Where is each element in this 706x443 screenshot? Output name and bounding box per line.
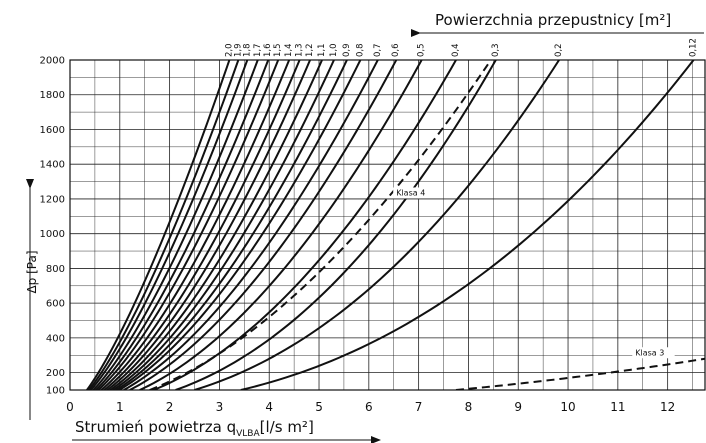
y-tick-label: 1000	[40, 229, 65, 240]
x-tick-label: 4	[265, 400, 273, 414]
x-tick-label: 6	[365, 400, 373, 414]
x-tick-label: 0	[66, 400, 74, 414]
x-tick-label: 3	[216, 400, 224, 414]
series-line	[100, 60, 291, 390]
series-line	[240, 60, 695, 390]
plot-frame	[69, 59, 706, 391]
x-tick-label: 12	[660, 400, 675, 414]
x-tick-label: 1	[116, 400, 124, 414]
series-line	[109, 60, 323, 390]
class-labels: Klasa 4 Klasa 3	[393, 187, 675, 359]
x-axis-title-main: Strumień powietrza q	[75, 418, 236, 436]
class-label: Klasa 4	[396, 188, 425, 197]
series-label: 1,7	[253, 43, 263, 57]
y-tick-labels: 100 200 400 600 800 1000 1200 1400 1600 1800 2000	[40, 56, 65, 397]
series-line	[129, 60, 398, 390]
x-tick-labels: 0 1 2 3 4 5 6 7 8 9 10 11 12	[66, 400, 675, 414]
x-tick-label: 11	[610, 400, 625, 414]
y-tick-label: 400	[46, 333, 65, 344]
series-label: 1,0	[329, 43, 339, 57]
x-tick-label: 9	[514, 400, 522, 414]
series-line	[118, 60, 362, 390]
series-line	[95, 60, 270, 390]
y-tick-label: 2000	[40, 56, 65, 67]
series-label: 1,8	[242, 43, 252, 57]
x-axis-title: Strumień powietrza qVLBA[l/s m²]	[75, 418, 314, 439]
series-label: 1,9	[233, 43, 243, 57]
series-line	[106, 60, 311, 390]
series-line	[92, 60, 259, 390]
series-line	[194, 60, 560, 390]
series-label: 0,3	[491, 43, 501, 57]
series-label: 0,8	[355, 43, 365, 57]
series-label: 1,3	[295, 43, 305, 57]
series-label: 0,12	[689, 38, 699, 57]
series-label: 0,5	[417, 43, 427, 57]
series-line	[86, 60, 231, 390]
series-line	[175, 60, 497, 390]
y-tick-label: 200	[46, 368, 65, 379]
grid	[69, 59, 705, 391]
y-tick-label: 1800	[40, 90, 65, 101]
series-line	[90, 60, 249, 390]
series-label: 0,2	[554, 43, 564, 57]
x-tick-label: 8	[465, 400, 473, 414]
series-line	[115, 60, 348, 390]
series-line	[153, 60, 457, 390]
series-label: 1,6	[263, 43, 273, 57]
class-label-bg	[632, 347, 675, 359]
series-label: 0,7	[373, 43, 383, 57]
series-lines	[86, 60, 705, 390]
y-tick-label: 1600	[40, 125, 65, 136]
series-label: 1,4	[284, 43, 294, 57]
series-line	[112, 60, 335, 390]
series-line	[103, 60, 301, 390]
y-tick-label: 1200	[40, 194, 65, 205]
class-line	[149, 60, 492, 390]
series-top-labels: 2,01,91,8 1,7 1,6 1,5 1,4 1,3 1,2 1,1 1,0 0,9 0,8 0…	[224, 38, 698, 57]
series-line	[123, 60, 379, 390]
series-label: 1,2	[305, 43, 315, 57]
series-label: 0,4	[451, 43, 461, 57]
series-line	[139, 60, 423, 390]
x-tick-label: 5	[315, 400, 323, 414]
series-line	[97, 60, 280, 390]
class-label-bg	[393, 187, 436, 199]
x-tick-label: 10	[560, 400, 575, 414]
series-line	[88, 60, 240, 390]
top-axis-title: Powierzchnia przepustnicy [m²]	[435, 11, 671, 29]
series-label: 1,5	[273, 43, 283, 57]
series-label: 2,0	[224, 43, 234, 57]
series-label: 1,1	[317, 43, 327, 57]
series-label: 0,6	[391, 43, 401, 57]
y-tick-label: 1400	[40, 160, 65, 171]
x-axis-title-subscript: VLBA	[236, 429, 260, 439]
y-axis-title: Δp [Pa]	[25, 250, 39, 293]
x-tick-label: 2	[166, 400, 174, 414]
x-axis-title-unit: [l/s m²]	[260, 418, 314, 436]
series-label: 0,9	[342, 43, 352, 57]
y-tick-label: 600	[46, 299, 65, 310]
class-line	[455, 357, 705, 390]
x-tick-label: 7	[415, 400, 423, 414]
y-tick-label: 800	[46, 264, 65, 275]
class-label: Klasa 3	[635, 348, 664, 357]
y-tick-label: 100	[46, 386, 65, 397]
